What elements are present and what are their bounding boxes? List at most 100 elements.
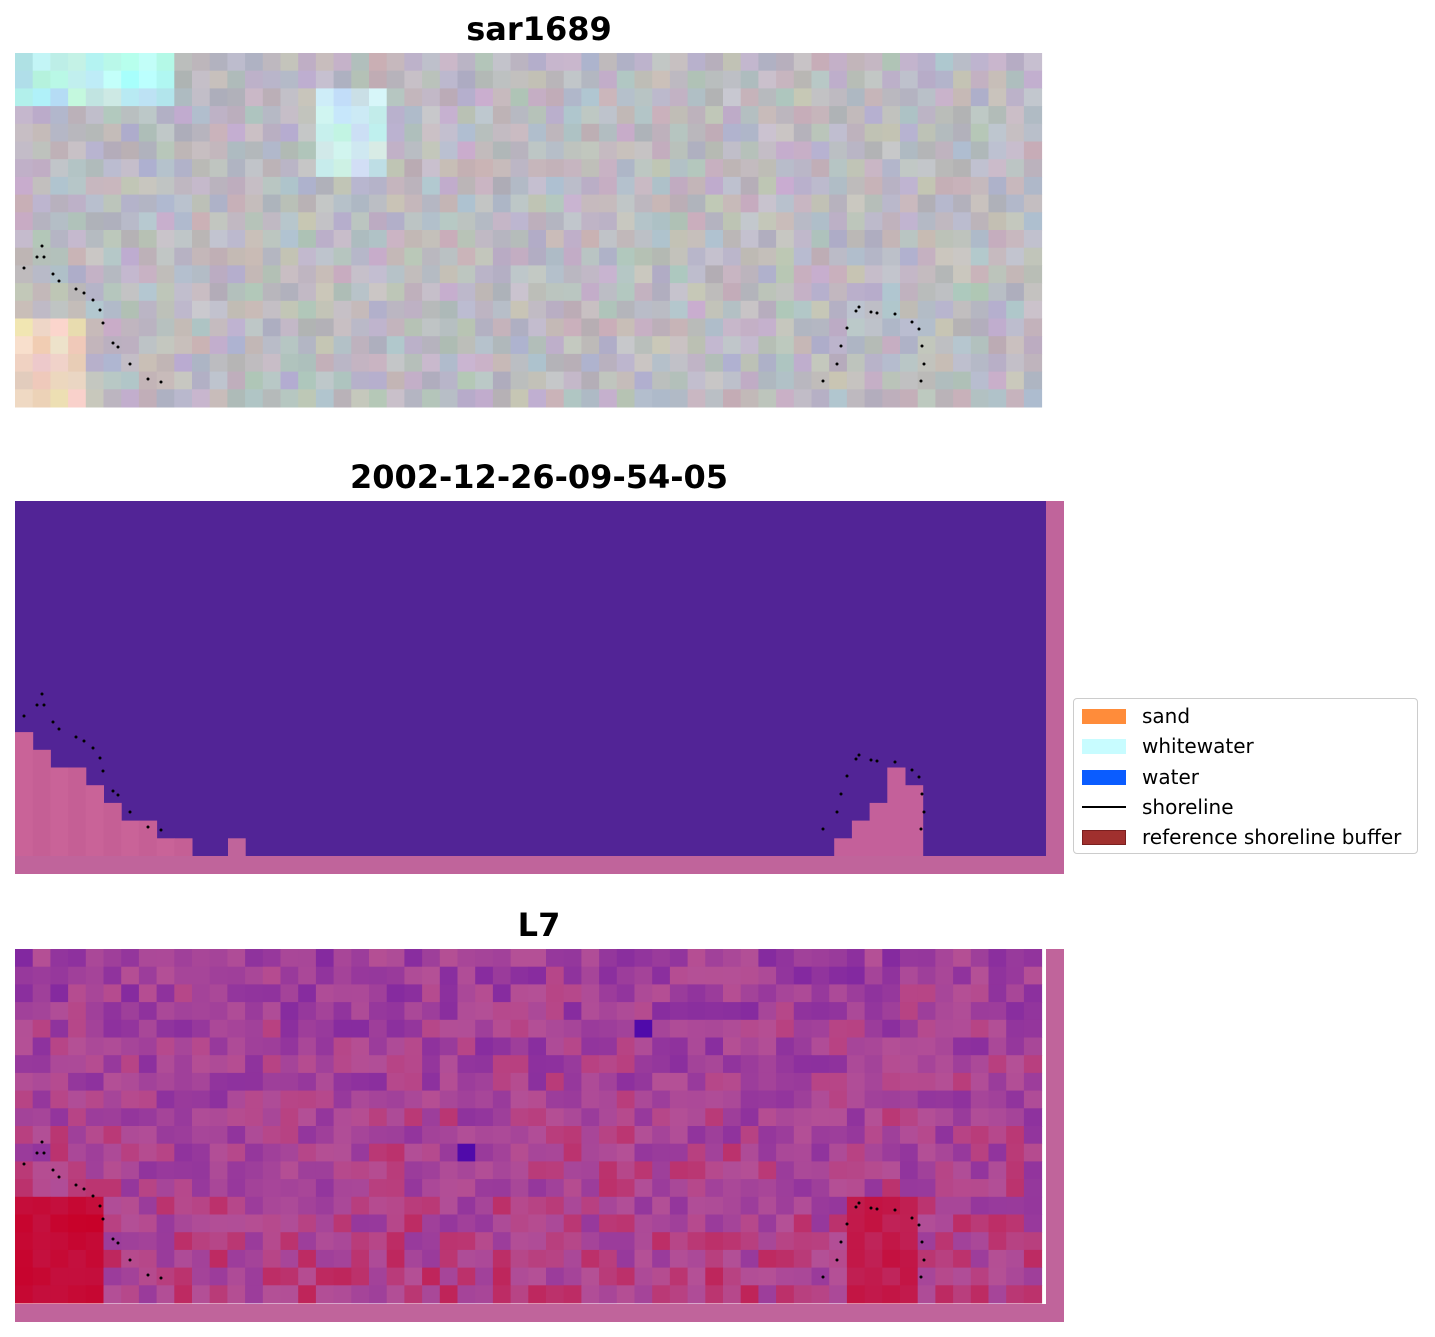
image-pixel xyxy=(174,300,193,319)
shoreline-point xyxy=(146,377,150,381)
index-pixel xyxy=(599,1019,618,1038)
index-pixel xyxy=(829,1161,848,1180)
image-pixel xyxy=(245,247,264,266)
image-pixel xyxy=(174,247,193,266)
image-pixel xyxy=(298,389,317,408)
image-pixel xyxy=(85,389,104,408)
index-pixel xyxy=(369,1285,388,1304)
index-pixel xyxy=(475,1179,494,1198)
index-pixel xyxy=(32,1143,51,1162)
image-pixel xyxy=(209,371,228,390)
index-pixel xyxy=(50,1285,69,1304)
image-pixel xyxy=(988,283,1007,302)
index-pixel xyxy=(121,1072,140,1092)
image-pixel xyxy=(970,53,989,72)
index-pixel xyxy=(652,1249,671,1269)
index-pixel xyxy=(740,1126,759,1145)
image-pixel xyxy=(457,230,476,249)
index-pixel xyxy=(882,1267,901,1286)
index-pixel xyxy=(652,984,671,1003)
index-pixel xyxy=(882,1055,901,1074)
image-pixel xyxy=(351,123,370,142)
index-pixel xyxy=(776,1249,795,1269)
index-pixel xyxy=(758,1285,777,1304)
index-pixel xyxy=(546,1037,565,1056)
index-pixel xyxy=(32,1161,51,1180)
index-pixel xyxy=(209,1019,228,1038)
image-pixel xyxy=(85,371,104,390)
image-pixel xyxy=(758,353,777,373)
image-pixel xyxy=(492,300,512,319)
index-pixel xyxy=(333,1072,352,1092)
index-pixel xyxy=(563,1214,582,1233)
image-pixel xyxy=(510,176,529,196)
index-pixel xyxy=(103,1196,122,1215)
image-pixel xyxy=(900,300,919,319)
index-pixel xyxy=(138,1161,158,1180)
image-pixel xyxy=(404,318,423,337)
index-pixel xyxy=(351,1143,370,1162)
index-pixel xyxy=(599,1126,618,1145)
index-pixel xyxy=(758,1037,777,1056)
image-pixel xyxy=(546,247,565,266)
image-pixel xyxy=(227,247,246,266)
image-pixel xyxy=(776,88,795,107)
image-pixel xyxy=(970,176,989,196)
image-pixel xyxy=(475,70,494,89)
shoreline-point xyxy=(22,714,26,718)
image-pixel xyxy=(333,212,352,231)
image-pixel xyxy=(917,194,936,213)
index-pixel xyxy=(953,1019,972,1038)
image-pixel xyxy=(138,141,158,160)
image-pixel xyxy=(793,247,812,266)
image-pixel xyxy=(599,159,618,178)
image-pixel xyxy=(687,141,706,160)
image-pixel xyxy=(492,194,512,213)
image-pixel xyxy=(138,389,158,408)
image-pixel xyxy=(864,212,883,231)
image-pixel xyxy=(457,318,476,337)
image-pixel xyxy=(351,88,370,107)
index-pixel xyxy=(280,1002,299,1021)
index-pixel xyxy=(1023,1037,1043,1056)
image-pixel xyxy=(404,53,423,72)
image-pixel xyxy=(369,300,388,319)
index-pixel xyxy=(138,1055,158,1074)
image-pixel xyxy=(192,336,211,355)
index-pixel xyxy=(510,1108,529,1127)
index-pixel xyxy=(705,1037,724,1056)
index-pixel xyxy=(846,1267,866,1286)
image-pixel xyxy=(953,176,972,196)
image-pixel xyxy=(32,106,51,125)
shoreline-point xyxy=(40,244,44,248)
index-pixel xyxy=(315,1161,335,1180)
image-pixel xyxy=(563,353,582,373)
index-pixel xyxy=(280,1126,299,1145)
image-pixel xyxy=(510,300,529,319)
image-pixel xyxy=(227,283,246,302)
image-pixel xyxy=(457,194,476,213)
image-pixel xyxy=(581,212,600,231)
image-pixel xyxy=(758,88,777,107)
image-pixel xyxy=(138,194,158,213)
index-pixel xyxy=(1023,1232,1043,1251)
index-pixel xyxy=(758,1249,777,1269)
index-pixel xyxy=(227,966,246,985)
image-pixel xyxy=(15,141,34,160)
index-pixel xyxy=(652,1108,671,1127)
index-pixel xyxy=(404,1232,423,1251)
index-pixel xyxy=(599,1037,618,1056)
image-pixel xyxy=(1023,247,1043,266)
image-pixel xyxy=(811,212,830,231)
image-pixel xyxy=(15,194,34,213)
image-pixel xyxy=(935,212,954,231)
index-pixel xyxy=(209,966,228,985)
index-pixel xyxy=(829,1126,848,1145)
index-pixel xyxy=(68,1161,87,1180)
index-pixel xyxy=(280,1285,299,1304)
image-pixel xyxy=(829,159,848,178)
index-pixel xyxy=(705,1161,724,1180)
index-pixel xyxy=(882,966,901,985)
image-pixel xyxy=(935,371,954,390)
image-pixel xyxy=(758,123,777,142)
